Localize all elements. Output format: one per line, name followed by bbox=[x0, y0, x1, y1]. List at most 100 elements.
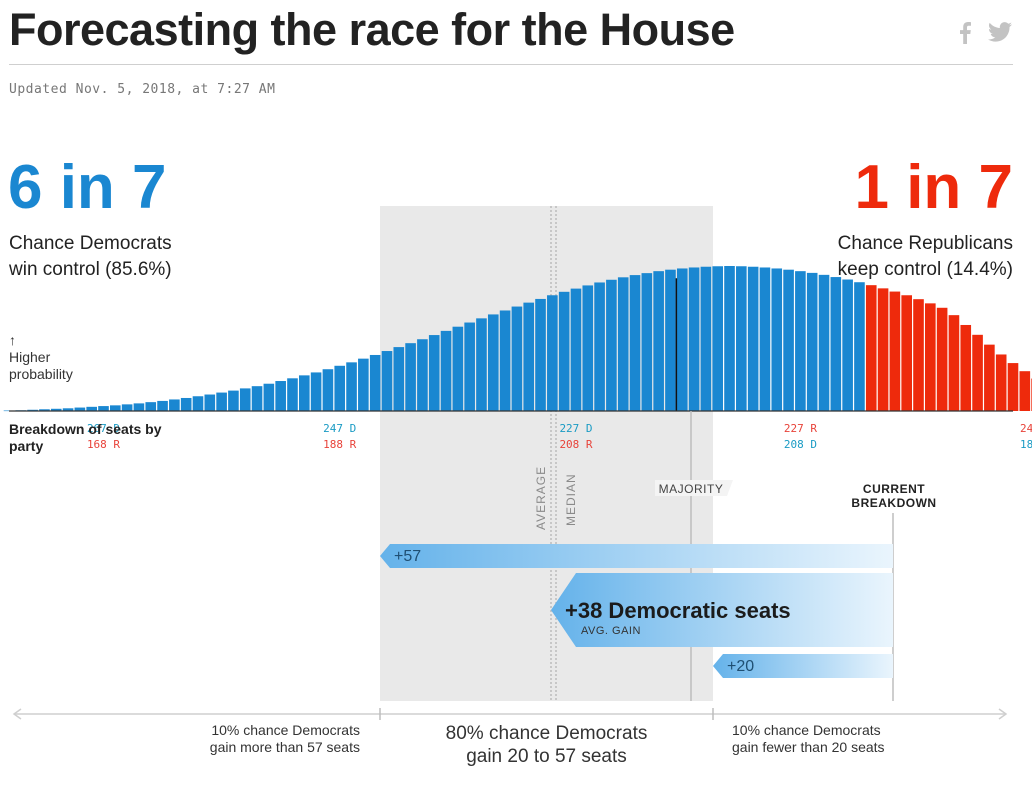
average-label: AVERAGE bbox=[534, 466, 548, 530]
bar-dem-207 bbox=[806, 272, 818, 411]
bar-dem-249 bbox=[310, 372, 322, 411]
rep-chance-line2: keep control (14.4%) bbox=[837, 259, 1013, 280]
gain-bar-low bbox=[713, 654, 893, 678]
facebook-icon[interactable] bbox=[958, 22, 972, 44]
bar-dem-269 bbox=[74, 407, 86, 411]
bar-rep-192 bbox=[984, 344, 995, 411]
tick-label-0-top: 267 D bbox=[87, 422, 120, 435]
up-arrow-icon: ↑ bbox=[9, 332, 16, 348]
breakdown-line1: Breakdown of seats by bbox=[9, 421, 162, 437]
bar-dem-250 bbox=[298, 375, 310, 411]
bar-rep-195 bbox=[948, 315, 960, 411]
tick-label-1-top: 247 D bbox=[323, 422, 356, 435]
bar-dem-247 bbox=[334, 365, 346, 411]
bar-rep-193 bbox=[972, 334, 983, 411]
bar-dem-266 bbox=[110, 405, 121, 411]
bar-dem-275 bbox=[3, 410, 15, 412]
tick-label-1-bottom: 188 R bbox=[323, 438, 356, 451]
bar-rep-202 bbox=[865, 285, 877, 411]
bar-dem-215 bbox=[712, 266, 724, 411]
bar-rep-198 bbox=[913, 299, 924, 411]
bar-dem-271 bbox=[50, 408, 62, 411]
bar-rep-196 bbox=[936, 307, 948, 411]
tick-label-2-bottom: 208 R bbox=[559, 438, 592, 451]
bar-dem-256 bbox=[228, 390, 239, 411]
bar-rep-191 bbox=[995, 354, 1007, 411]
bar-dem-272 bbox=[39, 409, 50, 411]
twitter-icon[interactable] bbox=[988, 22, 1012, 42]
bar-dem-203 bbox=[854, 282, 865, 411]
bar-dem-243 bbox=[381, 351, 393, 411]
range-note-center: 80% chance Democrats gain 20 to 57 seats bbox=[380, 722, 713, 768]
current-breakdown-line1: CURRENT bbox=[863, 482, 925, 496]
bar-dem-258 bbox=[204, 394, 216, 411]
bar-dem-233 bbox=[499, 310, 511, 411]
bar-dem-253 bbox=[263, 383, 275, 411]
bar-dem-234 bbox=[487, 314, 499, 411]
bar-dem-237 bbox=[452, 326, 464, 411]
bar-dem-262 bbox=[157, 400, 168, 411]
bar-dem-244 bbox=[369, 354, 381, 411]
rep-chance-text: Chance Republicans keep control (14.4%) bbox=[753, 231, 1013, 283]
bar-rep-194 bbox=[960, 324, 972, 411]
range-axis-right-arrow bbox=[998, 708, 1008, 720]
dem-chance-line2: win control (85.6%) bbox=[9, 259, 172, 280]
tick-label-4-top: 247 R bbox=[1020, 422, 1032, 435]
rep-chance-line1: Chance Republicans bbox=[837, 233, 1013, 254]
breakdown-label: Breakdown of seats by party bbox=[9, 421, 162, 455]
bar-dem-217 bbox=[688, 267, 700, 411]
bar-dem-261 bbox=[169, 399, 180, 411]
bar-dem-241 bbox=[405, 343, 416, 411]
tick-label-3-top: 227 R bbox=[784, 422, 817, 435]
tick-label-3-bottom: 208 D bbox=[784, 438, 817, 451]
bar-dem-259 bbox=[192, 396, 204, 411]
bar-dem-209 bbox=[783, 269, 794, 411]
range-center-line1: 80% chance Democrats bbox=[445, 723, 648, 744]
bar-dem-254 bbox=[251, 386, 263, 411]
bar-dem-214 bbox=[724, 266, 735, 411]
bar-dem-251 bbox=[287, 378, 298, 411]
bar-dem-205 bbox=[830, 277, 842, 411]
dem-chance-text: Chance Democrats win control (85.6%) bbox=[9, 231, 269, 283]
bar-dem-263 bbox=[145, 402, 157, 411]
breakdown-line2: party bbox=[9, 438, 44, 454]
bar-dem-213 bbox=[736, 266, 747, 411]
updated-timestamp: Updated Nov. 5, 2018, at 7:27 AM bbox=[9, 82, 276, 97]
bar-dem-230 bbox=[535, 298, 546, 411]
tick-label-0-bottom: 168 R bbox=[87, 438, 120, 451]
gain-bar-high-label: +57 bbox=[394, 548, 421, 565]
tick-label-4-bottom: 188 D bbox=[1020, 438, 1032, 451]
bar-dem-225 bbox=[594, 282, 605, 411]
dem-chance-line1: Chance Democrats bbox=[9, 233, 172, 254]
bar-dem-255 bbox=[239, 388, 251, 411]
bar-dem-273 bbox=[27, 409, 38, 411]
bar-dem-206 bbox=[818, 274, 830, 411]
bar-dem-216 bbox=[700, 266, 712, 411]
bar-dem-222 bbox=[629, 275, 641, 411]
bar-dem-227 bbox=[570, 288, 582, 411]
bar-rep-189 bbox=[1019, 371, 1031, 411]
majority-tag-bg bbox=[655, 480, 733, 496]
current-breakdown-line2: BREAKDOWN bbox=[851, 496, 936, 510]
bar-dem-224 bbox=[606, 279, 617, 411]
bar-dem-242 bbox=[393, 347, 405, 411]
bar-rep-190 bbox=[1007, 363, 1019, 411]
bar-rep-197 bbox=[925, 303, 936, 411]
bar-rep-199 bbox=[901, 295, 912, 411]
gain-bar-average bbox=[551, 573, 893, 647]
bar-dem-270 bbox=[62, 408, 74, 411]
bar-dem-257 bbox=[216, 392, 227, 411]
rep-odds: 1 in 7 bbox=[854, 153, 1013, 222]
majority-label: MAJORITY bbox=[659, 482, 724, 496]
header-divider bbox=[9, 64, 1013, 65]
range-axis-left-arrow bbox=[12, 708, 22, 720]
range-left-line1: 10% chance Democrats bbox=[211, 722, 360, 738]
bar-dem-219 bbox=[665, 269, 676, 411]
bar-dem-265 bbox=[121, 404, 133, 411]
bar-dem-231 bbox=[523, 302, 535, 411]
gain-bar-high bbox=[380, 544, 893, 568]
tick-label-2-top: 227 D bbox=[559, 422, 592, 435]
range-center-line2: gain 20 to 57 seats bbox=[466, 746, 627, 767]
page-title: Forecasting the race for the House bbox=[9, 4, 735, 55]
